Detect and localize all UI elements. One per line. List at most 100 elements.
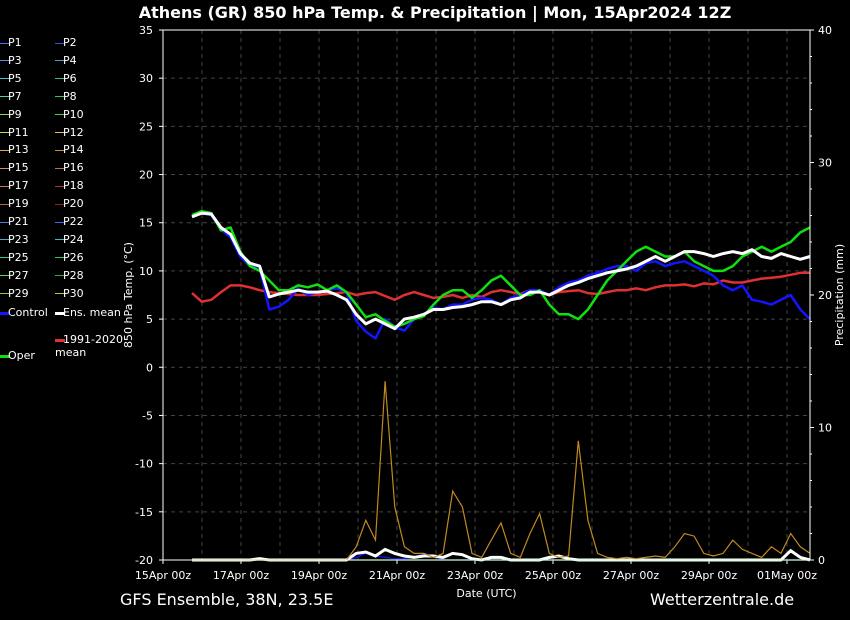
- y2-tick-label: 0: [818, 554, 825, 567]
- legend-swatch: [55, 185, 65, 187]
- legend-swatch: [0, 132, 10, 133]
- legend-item: P30: [55, 287, 84, 300]
- legend-label: P2: [63, 36, 77, 49]
- y-tick-label: -10: [135, 458, 153, 471]
- legend-label: P6: [63, 71, 77, 85]
- source-credit: Wetterzentrale.de: [650, 590, 795, 609]
- y2-tick-label: 40: [818, 24, 832, 37]
- y2-tick-label: 10: [818, 422, 832, 435]
- y2-tick-label: 30: [818, 157, 832, 170]
- legend-swatch: [0, 203, 10, 205]
- legend-swatch: [0, 149, 10, 151]
- legend-label: P26: [63, 250, 84, 264]
- legend-item: P1: [0, 36, 22, 49]
- x-tick-label: 21Apr 00z: [369, 569, 426, 582]
- legend-label: P27: [8, 268, 29, 282]
- legend-swatch: [0, 311, 10, 315]
- legend-label: P25: [8, 250, 29, 264]
- legend-label: P15: [8, 161, 29, 175]
- legend-swatch: [55, 203, 65, 205]
- legend-swatch: [0, 185, 10, 187]
- x-tick-label: 01May 00z: [757, 569, 817, 582]
- y-tick-label: -20: [135, 554, 153, 567]
- legend-item: Oper: [0, 349, 35, 362]
- legend-swatch: [55, 338, 65, 342]
- legend-item: P23: [0, 233, 29, 246]
- legend-label: P5: [8, 71, 22, 85]
- legend-label: P30: [63, 286, 84, 300]
- legend-item: Ens. mean: [55, 306, 121, 319]
- legend-item: P19: [0, 197, 29, 210]
- legend-swatch: [0, 78, 10, 80]
- legend-swatch: [55, 293, 65, 295]
- series-line: [191, 211, 811, 331]
- legend-item: P13: [0, 143, 29, 156]
- legend-item: P15: [0, 161, 29, 174]
- legend-label: P9: [8, 107, 22, 121]
- x-tick-label: 29Apr 00z: [681, 569, 738, 582]
- legend-label: P12: [63, 125, 84, 139]
- legend-label: P10: [63, 107, 84, 121]
- legend-swatch: [0, 96, 10, 98]
- y-tick-label: -5: [142, 409, 153, 422]
- legend-label: 1991-2020 mean: [55, 333, 123, 359]
- legend-swatch: [55, 149, 65, 151]
- legend-item: 1991-2020 mean: [55, 333, 123, 359]
- legend-swatch: [55, 311, 65, 315]
- legend-swatch: [55, 60, 65, 62]
- legend-label: Oper: [8, 349, 35, 362]
- legend-swatch: [55, 78, 65, 80]
- legend-swatch: [0, 354, 10, 358]
- x-tick-label: 25Apr 00z: [525, 569, 582, 582]
- legend-item: P3: [0, 54, 22, 67]
- legend-item: P29: [0, 287, 29, 300]
- legend-item: P17: [0, 179, 29, 192]
- y-tick-label: -15: [135, 506, 153, 519]
- y-tick-label: 5: [146, 313, 153, 326]
- legend-label: P7: [8, 89, 22, 103]
- y-tick-label: 10: [139, 265, 153, 278]
- plot-frame: [162, 29, 811, 561]
- legend-item: P10: [55, 108, 84, 121]
- x-tick-label: 17Apr 00z: [213, 569, 270, 582]
- y-axis-label: 850 hPa Temp. (°C): [122, 242, 135, 348]
- series-line: [191, 209, 811, 329]
- legend-swatch: [55, 275, 65, 277]
- legend-swatch: [55, 42, 65, 44]
- legend-label: P28: [63, 268, 84, 282]
- legend-label: P22: [63, 215, 84, 228]
- legend-swatch: [55, 239, 65, 241]
- legend-item: P16: [55, 161, 84, 174]
- legend-swatch: [0, 293, 10, 295]
- legend-item: Control: [0, 306, 48, 319]
- legend-label: P18: [63, 179, 84, 193]
- y-tick-label: 25: [139, 120, 153, 133]
- legend-item: P7: [0, 90, 22, 103]
- legend-swatch: [55, 167, 65, 169]
- y-tick-label: 35: [139, 24, 153, 37]
- legend-swatch: [0, 257, 10, 259]
- y2-axis-label: Precipitation (mm): [833, 244, 846, 346]
- legend-label: P8: [63, 89, 77, 103]
- legend-item: P22: [55, 215, 84, 228]
- y-tick-label: 0: [146, 361, 153, 374]
- y-tick-label: 15: [139, 217, 153, 230]
- legend-label: P14: [63, 143, 84, 157]
- series-line: [191, 271, 810, 303]
- legend-label: P13: [8, 143, 29, 157]
- legend-item: P8: [55, 90, 77, 103]
- legend-item: P5: [0, 72, 22, 85]
- x-tick-label: 27Apr 00z: [603, 569, 660, 582]
- precip-line: [192, 381, 811, 561]
- legend-item: P6: [55, 72, 77, 85]
- legend-swatch: [55, 221, 65, 223]
- legend-label: P24: [63, 232, 84, 246]
- legend-label: P4: [63, 53, 77, 67]
- legend-item: P20: [55, 197, 84, 210]
- legend-item: P12: [55, 126, 84, 139]
- legend-swatch: [0, 42, 10, 44]
- legend-item: P2: [55, 36, 77, 49]
- x-axis-label: Date (UTC): [456, 587, 516, 600]
- legend-label: Ens. mean: [63, 306, 121, 319]
